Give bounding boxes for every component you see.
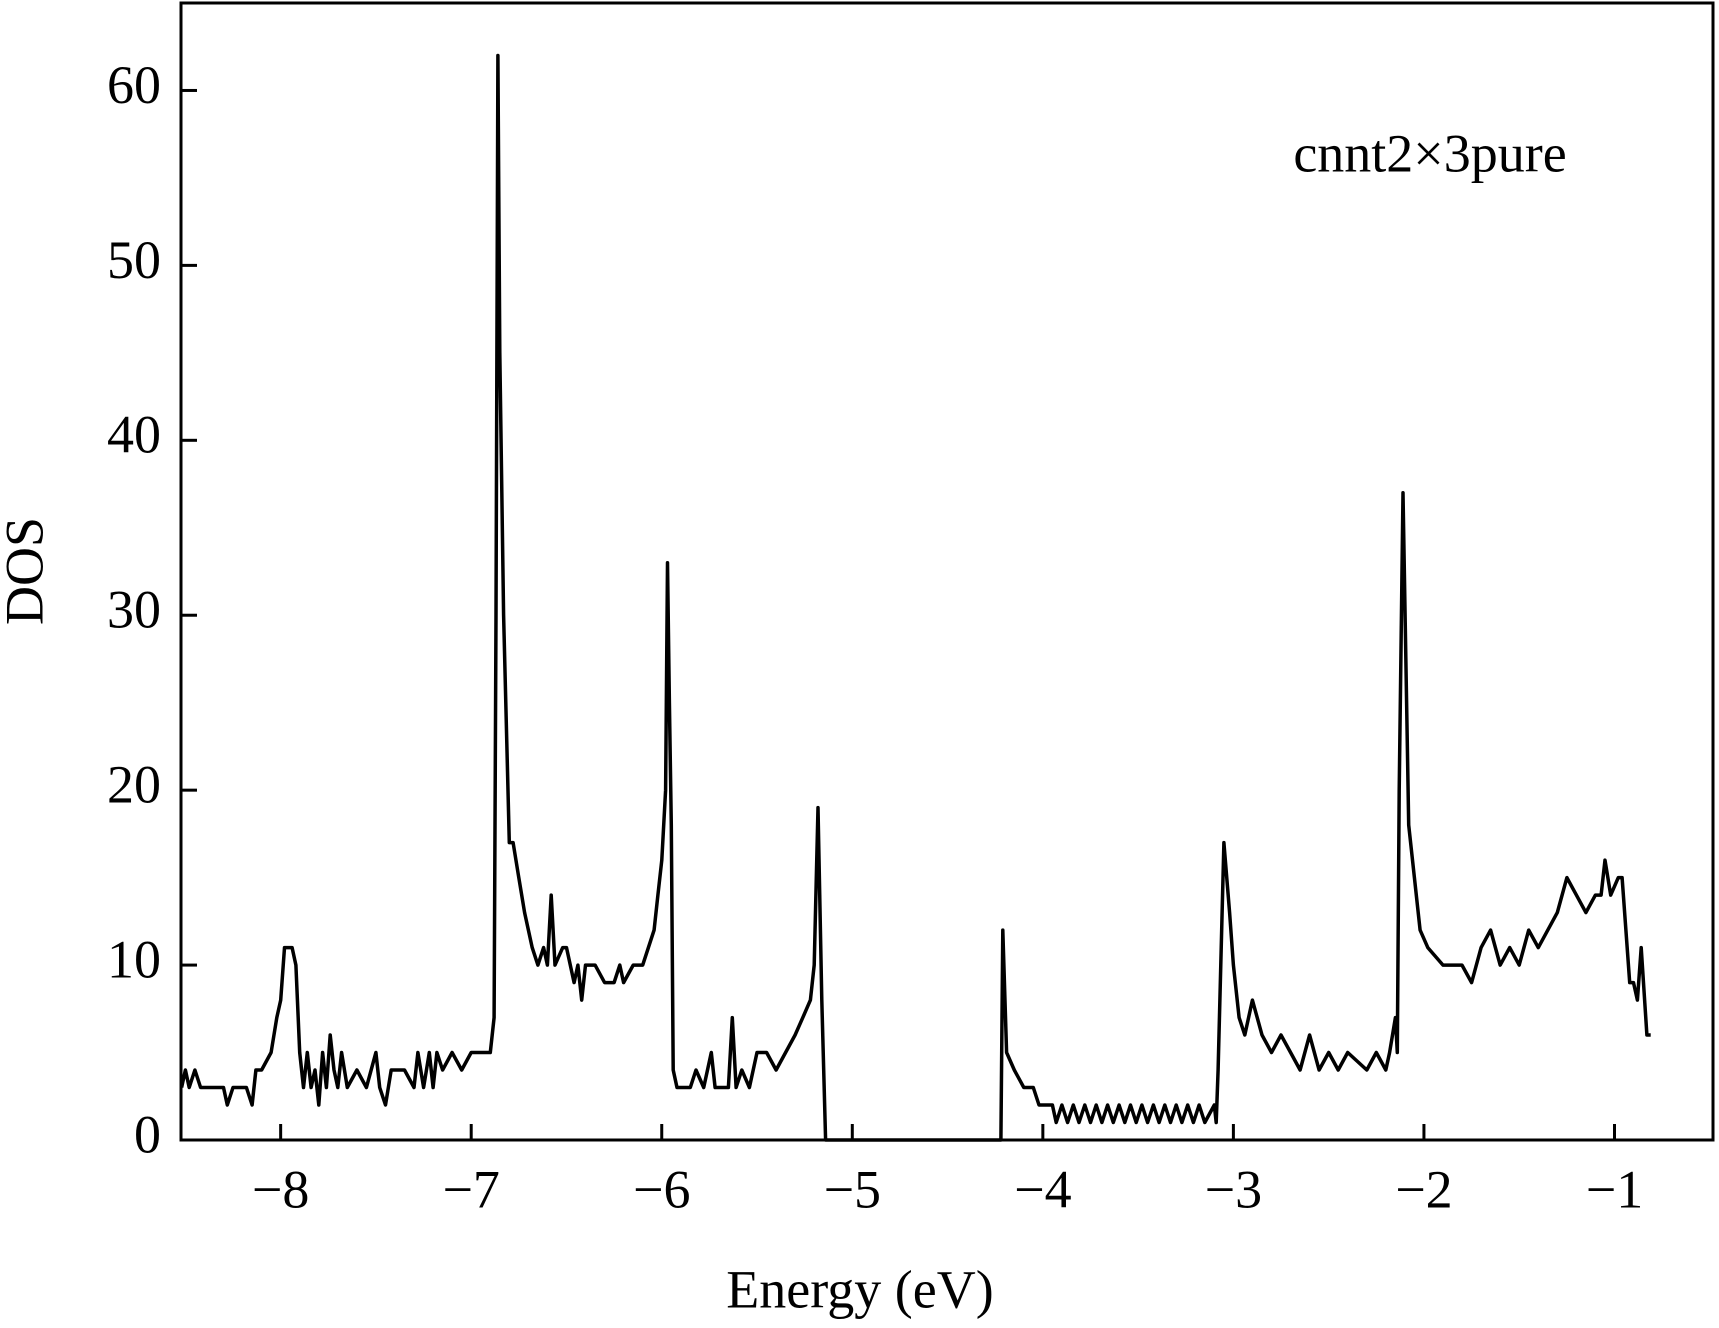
annotation: cnnt2×3pure	[1293, 123, 1566, 183]
x-tick-label: −1	[1586, 1159, 1643, 1219]
dos-line	[179, 53, 1651, 1142]
x-tick-label: −8	[252, 1159, 309, 1219]
y-tick-label: 50	[107, 230, 161, 290]
y-tick-label: 60	[107, 55, 161, 115]
x-tick-label: −2	[1395, 1159, 1452, 1219]
y-axis-label: DOS	[0, 517, 54, 625]
x-tick-label: −3	[1205, 1159, 1262, 1219]
x-tick-label: −5	[824, 1159, 881, 1219]
x-tick-label: −6	[633, 1159, 690, 1219]
y-tick-label: 40	[107, 405, 161, 465]
y-tick-label: 30	[107, 580, 161, 640]
y-tick-label: 0	[134, 1104, 161, 1164]
x-axis-label: Energy (eV)	[726, 1259, 993, 1319]
x-tick-label: −4	[1014, 1159, 1071, 1219]
y-tick-label: 20	[107, 755, 161, 815]
x-tick-label: −7	[442, 1159, 499, 1219]
y-tick-label: 10	[107, 929, 161, 989]
